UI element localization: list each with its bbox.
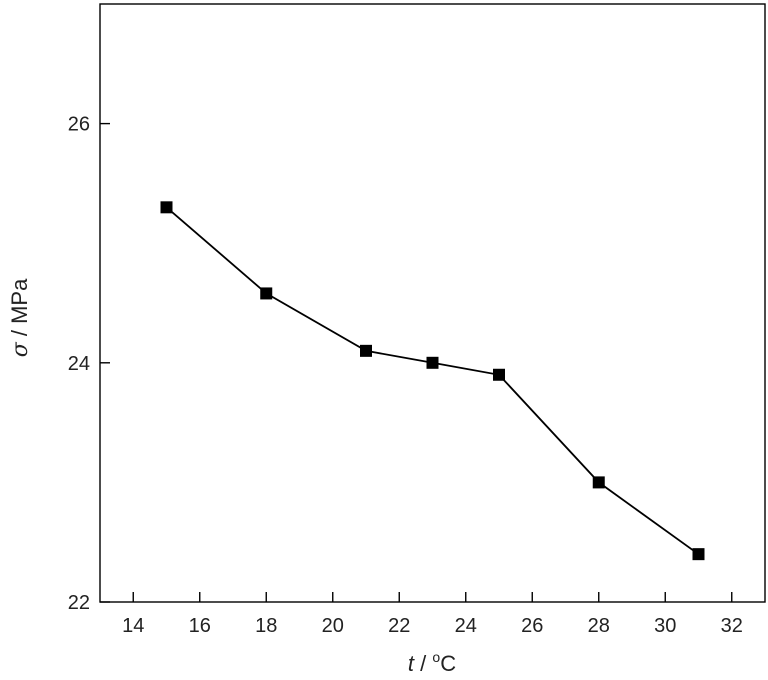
series-line: [165, 206, 700, 555]
x-axis-separator: /: [414, 651, 432, 676]
y-axis-ticks: 22 24 26: [68, 114, 110, 614]
y-axis-label: σ / MPa: [7, 278, 33, 357]
y-axis-unit: / MPa: [7, 278, 32, 342]
y-tick-label: 26: [68, 114, 90, 136]
y-tick-label: 24: [68, 353, 90, 375]
x-tick-label: 22: [388, 615, 410, 637]
x-tick-label: 16: [189, 615, 211, 637]
data-point: [260, 287, 273, 300]
x-tick-label: 32: [721, 615, 743, 637]
x-axis-degree: o: [432, 649, 440, 665]
data-point: [160, 201, 173, 214]
x-tick-label: 20: [322, 615, 344, 637]
x-axis-ticks: 14 16 18 20 22 24 26 28 30 32: [122, 592, 743, 637]
x-tick-label: 28: [588, 615, 610, 637]
x-tick-label: 26: [521, 615, 543, 637]
data-point: [493, 368, 505, 381]
series-layer: [160, 201, 705, 561]
x-axis-symbol: t: [408, 651, 415, 676]
x-tick-label: 24: [455, 615, 477, 637]
x-axis-unit: C: [440, 651, 456, 676]
x-axis-label: t / oC: [408, 649, 456, 676]
data-point: [592, 476, 605, 489]
y-tick-label: 22: [68, 592, 90, 614]
data-point: [426, 356, 439, 369]
data-point: [692, 548, 705, 561]
x-tick-label: 18: [255, 615, 277, 637]
x-tick-label: 14: [122, 615, 144, 637]
y-axis-symbol: σ: [8, 341, 33, 357]
data-point: [360, 344, 372, 357]
plot-frame: [99, 3, 766, 603]
x-tick-label: 30: [654, 615, 676, 637]
